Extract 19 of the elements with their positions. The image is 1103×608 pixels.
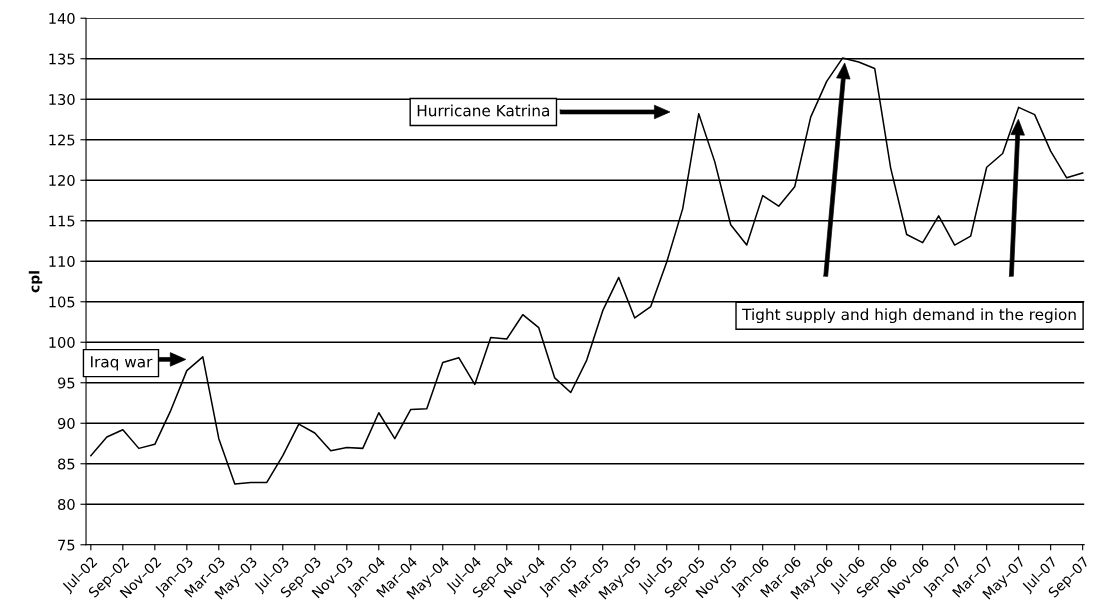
y-tick-label: 120 [49,174,75,186]
y-tick-label: 130 [49,93,75,105]
y-axis-title: cpl [28,271,43,293]
y-tick-label: 90 [57,417,75,430]
annotation: Tight supply and high demand in the region [742,308,1076,324]
y-tick-label: 135 [49,53,75,65]
y-tick-label: 85 [58,458,75,470]
y-tick-label: 95 [57,377,75,389]
y-tick-label: 110 [49,255,75,267]
y-tick-label: 125 [49,134,75,146]
line-series [90,57,1084,485]
y-tick-label: 115 [49,215,75,227]
y-tick-label: 75 [58,539,75,551]
y-tick-label: 80 [58,498,75,511]
annotation: Iraq war [91,356,153,371]
annotation: Hurricane Katrina [417,104,549,117]
y-tick-label: 140 [49,12,75,24]
y-tick-label: 105 [49,296,75,308]
y-tick-label: 100 [49,336,75,349]
